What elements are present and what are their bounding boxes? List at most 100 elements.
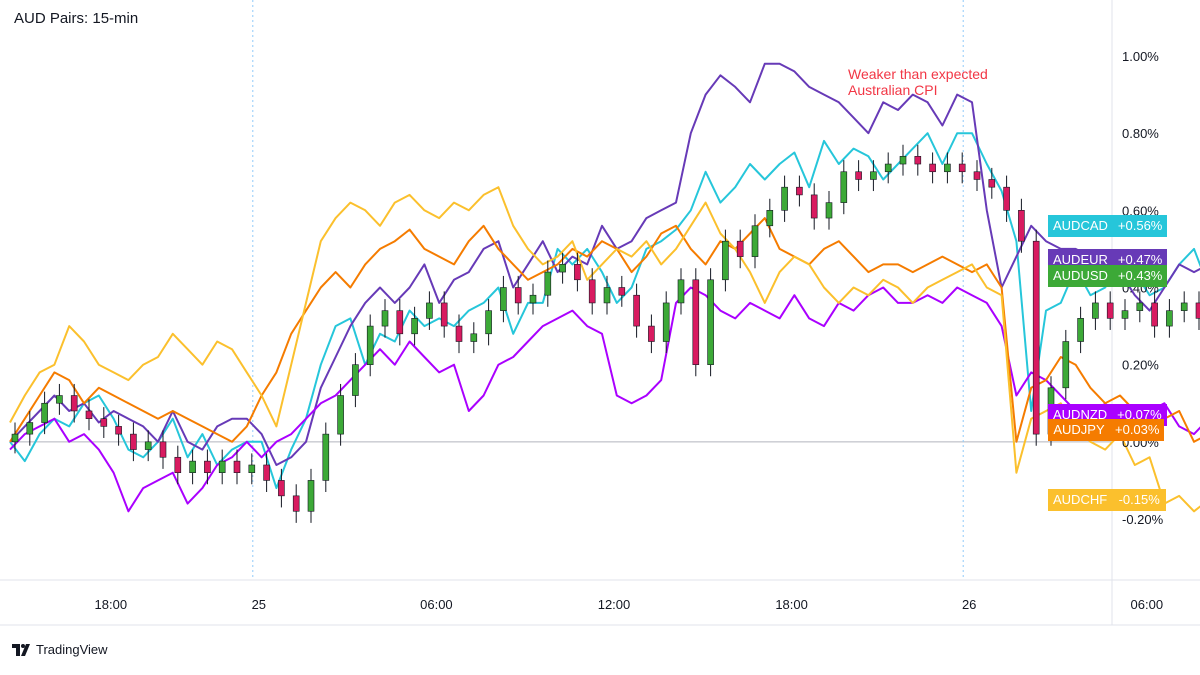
badge-audusd: AUDUSD +0.43%	[1048, 264, 1168, 287]
cpi-annotation: Weaker than expected Australian CPI	[848, 66, 988, 98]
chart-title: AUD Pairs: 15-min	[14, 10, 139, 27]
candle-body	[796, 186, 803, 196]
candle-body	[366, 325, 374, 365]
candle-body	[174, 456, 182, 473]
candle-body	[426, 302, 433, 319]
candle-body	[1032, 240, 1040, 435]
brand[interactable]: TradingView	[12, 642, 108, 657]
series-line-audnzd	[9, 286, 1200, 513]
candle-body	[352, 364, 359, 396]
candle-body	[500, 287, 507, 311]
candle-body	[1106, 302, 1114, 319]
x-tick-label: 18:00	[95, 597, 128, 612]
candle-body	[810, 194, 818, 219]
y-tick-label: 0.60%	[1122, 203, 1159, 218]
candle-body	[588, 279, 596, 304]
x-tick-label: 25	[252, 597, 266, 612]
candle-body	[1136, 302, 1144, 311]
badge-audjpy: AUDJPY +0.03%	[1048, 419, 1165, 442]
badge-value: +0.43%	[1117, 267, 1163, 283]
candle-body	[218, 460, 226, 473]
candle-body	[929, 163, 936, 173]
candle-body	[1003, 186, 1010, 211]
badge-value: +0.56%	[1117, 217, 1163, 233]
candle-body	[1195, 302, 1200, 319]
candle-body	[396, 310, 404, 335]
candle-body	[440, 302, 448, 327]
candle-body	[322, 433, 330, 481]
badge-symbol: AUDUSD	[1053, 267, 1108, 283]
series-line-audcad	[9, 132, 1200, 490]
candle-body	[115, 426, 122, 435]
candle-body	[337, 395, 344, 435]
series-line-audchf	[9, 186, 1200, 513]
candle-body	[307, 480, 315, 512]
x-tick-label: 06:00	[1131, 597, 1164, 612]
badge-symbol: AUDCHF	[1053, 491, 1108, 507]
candle-body	[1166, 310, 1173, 327]
candle-body	[766, 210, 774, 227]
y-tick-label: 0.80%	[1122, 126, 1159, 141]
candle-body	[1077, 318, 1084, 342]
badge-symbol: AUDEUR	[1053, 252, 1108, 268]
candle-body	[70, 395, 78, 412]
candle-body	[11, 433, 19, 443]
candle-body	[855, 171, 862, 180]
x-tick-label: 12:00	[598, 597, 631, 612]
candle-body	[263, 464, 270, 481]
candle-body	[248, 464, 256, 474]
candle-body	[278, 480, 285, 497]
y-tick-label: 1.00%	[1122, 49, 1159, 64]
candle-body	[85, 410, 93, 419]
candle-body	[603, 287, 611, 304]
candle-body	[559, 264, 566, 273]
badge-value: +0.03%	[1115, 422, 1160, 438]
x-tick-label: 18:00	[775, 597, 808, 612]
x-tick-label: 26	[962, 597, 976, 612]
candle-body	[514, 287, 522, 304]
candle-body	[381, 310, 389, 327]
candle-body	[411, 318, 418, 335]
candle-body	[899, 156, 907, 165]
candle-body	[130, 433, 137, 450]
badge-symbol: AUDNZD	[1053, 406, 1108, 422]
badge-value: +0.07%	[1117, 406, 1162, 422]
badge-value: +0.47%	[1117, 252, 1163, 268]
candle-body	[56, 395, 63, 404]
candle-body	[1092, 302, 1099, 319]
candle-body	[707, 279, 714, 365]
candle-body	[26, 422, 34, 435]
candle-body	[736, 240, 744, 257]
candle-body	[944, 163, 951, 173]
candle-body	[1180, 302, 1188, 311]
candle-body	[825, 202, 833, 219]
candle-body	[233, 460, 241, 473]
candle-body	[100, 418, 108, 427]
candle-body	[574, 264, 581, 281]
candle-body	[1062, 341, 1070, 389]
candle-body	[1121, 310, 1129, 319]
tradingview-logo-icon	[12, 643, 30, 656]
candle-body	[988, 179, 996, 188]
brand-name: TradingView	[36, 642, 108, 657]
candle-body	[292, 495, 300, 512]
candle-body	[159, 441, 167, 458]
candle-body	[618, 287, 626, 296]
candle-body	[529, 294, 537, 304]
candle-body	[840, 171, 848, 203]
candle-body	[870, 171, 877, 180]
candle-body	[751, 225, 759, 257]
badge-symbol: AUDJPY	[1053, 422, 1105, 438]
badge-audcad: AUDCAD +0.56%	[1048, 214, 1168, 237]
candle-body	[455, 325, 463, 342]
y-tick-label: 0.20%	[1122, 358, 1159, 373]
candle-body	[914, 156, 922, 165]
candle-body	[544, 271, 552, 296]
candle-body	[781, 186, 788, 211]
candle-body	[1018, 210, 1025, 242]
candle-body	[204, 460, 211, 473]
candle-body	[633, 294, 640, 327]
candle-body	[884, 163, 892, 173]
candle-body	[189, 460, 196, 473]
